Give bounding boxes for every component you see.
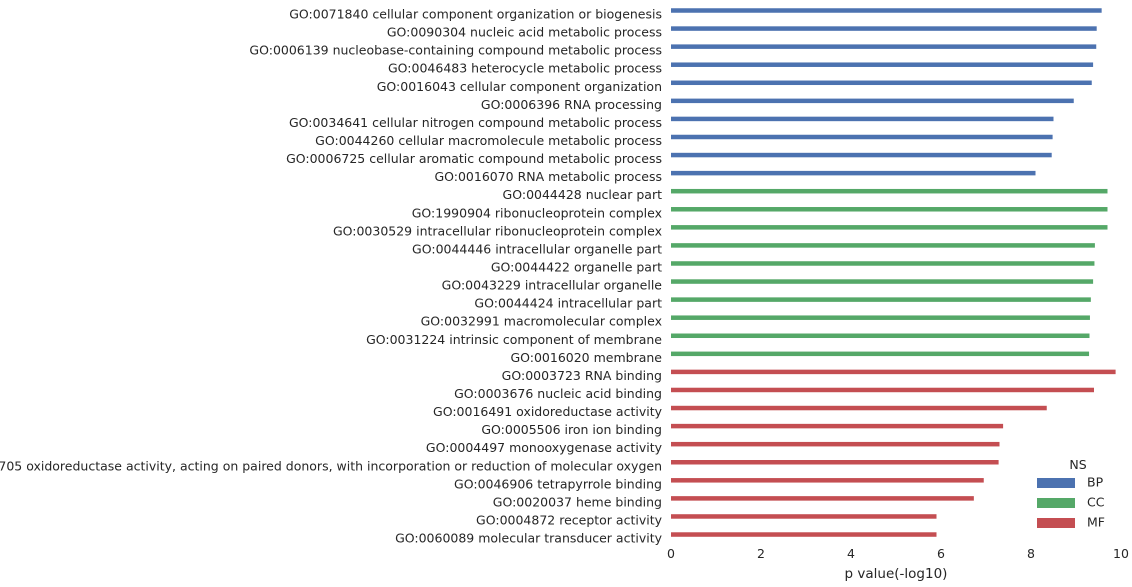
category-label: GO:0090304 nucleic acid metabolic proces… — [387, 25, 662, 40]
x-tick-label: 8 — [1027, 546, 1035, 561]
category-label: GO:0020037 heme binding — [493, 494, 662, 509]
bar-cc — [671, 297, 1091, 302]
bar-cc — [671, 279, 1094, 284]
bar-mf — [671, 478, 984, 483]
bar-mf — [671, 514, 937, 519]
legend-swatch-bp — [1037, 478, 1075, 488]
bar-bp — [671, 152, 1052, 158]
bar-bp — [671, 116, 1054, 122]
category-label: GO:0060089 molecular transducer activity — [395, 531, 663, 546]
bar-bp — [671, 80, 1092, 86]
legend-title: NS — [1069, 457, 1086, 472]
category-label: GO:0071840 cellular component organizati… — [289, 7, 662, 22]
x-tick-label: 6 — [937, 546, 945, 561]
x-axis-title: p value(-log10) — [845, 566, 948, 582]
x-tick-label: 4 — [847, 546, 855, 561]
category-label: GO:0044428 nuclear part — [503, 187, 663, 202]
category-label: GO:0016020 membrane — [510, 350, 662, 365]
bar-cc — [671, 207, 1108, 212]
category-label: GO:0005506 iron ion binding — [481, 422, 662, 437]
category-label: GO:0046483 heterocycle metabolic process — [388, 61, 662, 76]
legend-swatch-cc — [1037, 498, 1075, 508]
legend-swatch-mf — [1037, 518, 1075, 528]
category-label: GO:0034641 cellular nitrogen compound me… — [289, 115, 662, 130]
category-label: GO:0044422 organelle part — [491, 259, 662, 274]
bar-cc — [671, 333, 1090, 339]
bar-mf — [671, 460, 999, 465]
bar-cc — [671, 225, 1108, 230]
category-label: GO:0004872 receptor activity — [476, 512, 663, 527]
category-label: GO:0044446 intracellular organelle part — [412, 241, 662, 256]
bar-cc — [671, 315, 1090, 320]
bar-bp — [671, 98, 1074, 104]
category-label: GO:0030529 intracellular ribonucleoprote… — [333, 223, 662, 238]
legend-label-bp: BP — [1087, 475, 1104, 490]
legend-label-cc: CC — [1087, 495, 1105, 510]
bar-mf — [671, 441, 1000, 447]
bar-bp — [671, 8, 1102, 13]
bar-cc — [671, 243, 1095, 248]
x-tick-label: 2 — [757, 546, 765, 561]
category-label: GO:0032991 macromolecular complex — [421, 314, 662, 329]
category-label: GO:0006396 RNA processing — [481, 97, 662, 112]
bar-mf — [671, 369, 1116, 375]
bar-bp — [671, 26, 1097, 31]
x-axis: 0 2 4 6 8 10 — [667, 546, 1129, 561]
bar-mf — [671, 423, 1004, 429]
legend-label-mf: MF — [1087, 515, 1105, 530]
category-label: GO:0006139 nucleobase-containing compoun… — [249, 43, 662, 58]
category-label: GO:0043229 intracellular organelle — [442, 278, 663, 293]
category-label: GO:0044424 intracellular part — [474, 296, 662, 311]
category-label: GO:0016491 oxidoreductase activity — [433, 404, 663, 419]
category-label: GO:0016070 RNA metabolic process — [434, 169, 662, 184]
bar-bp — [671, 44, 1097, 49]
bar-cc — [671, 261, 1095, 266]
bars-layer — [671, 8, 1116, 537]
category-label: GO:0004497 monooxygenase activity — [426, 440, 663, 455]
bar-mf — [671, 532, 937, 537]
bar-bp — [671, 134, 1053, 140]
bar-cc — [671, 351, 1090, 357]
category-label: GO:0016705 oxidoreductase activity, acti… — [0, 458, 662, 473]
category-label: GO:0003723 RNA binding — [502, 368, 662, 383]
category-label: GO:0031224 intrinsic component of membra… — [366, 332, 662, 347]
category-labels: GO:0071840 cellular component organizati… — [0, 7, 663, 546]
bar-mf — [671, 496, 974, 501]
bar-mf — [671, 387, 1094, 393]
legend: NS BP CC MF — [1037, 457, 1105, 530]
category-label: GO:1990904 ribonucleoprotein complex — [412, 205, 662, 220]
x-tick-label: 0 — [667, 546, 675, 561]
x-tick-label: 10 — [1113, 546, 1129, 561]
bar-cc — [671, 188, 1108, 194]
bar-mf — [671, 405, 1047, 411]
category-label: GO:0046906 tetrapyrrole binding — [454, 476, 662, 491]
bar-bp — [671, 170, 1036, 176]
category-label: GO:0003676 nucleic acid binding — [454, 386, 662, 401]
category-label: GO:0006725 cellular aromatic compound me… — [286, 151, 662, 166]
category-label: GO:0044260 cellular macromolecule metabo… — [315, 133, 662, 148]
bar-bp — [671, 62, 1094, 67]
category-label: GO:0016043 cellular component organizati… — [377, 79, 662, 94]
